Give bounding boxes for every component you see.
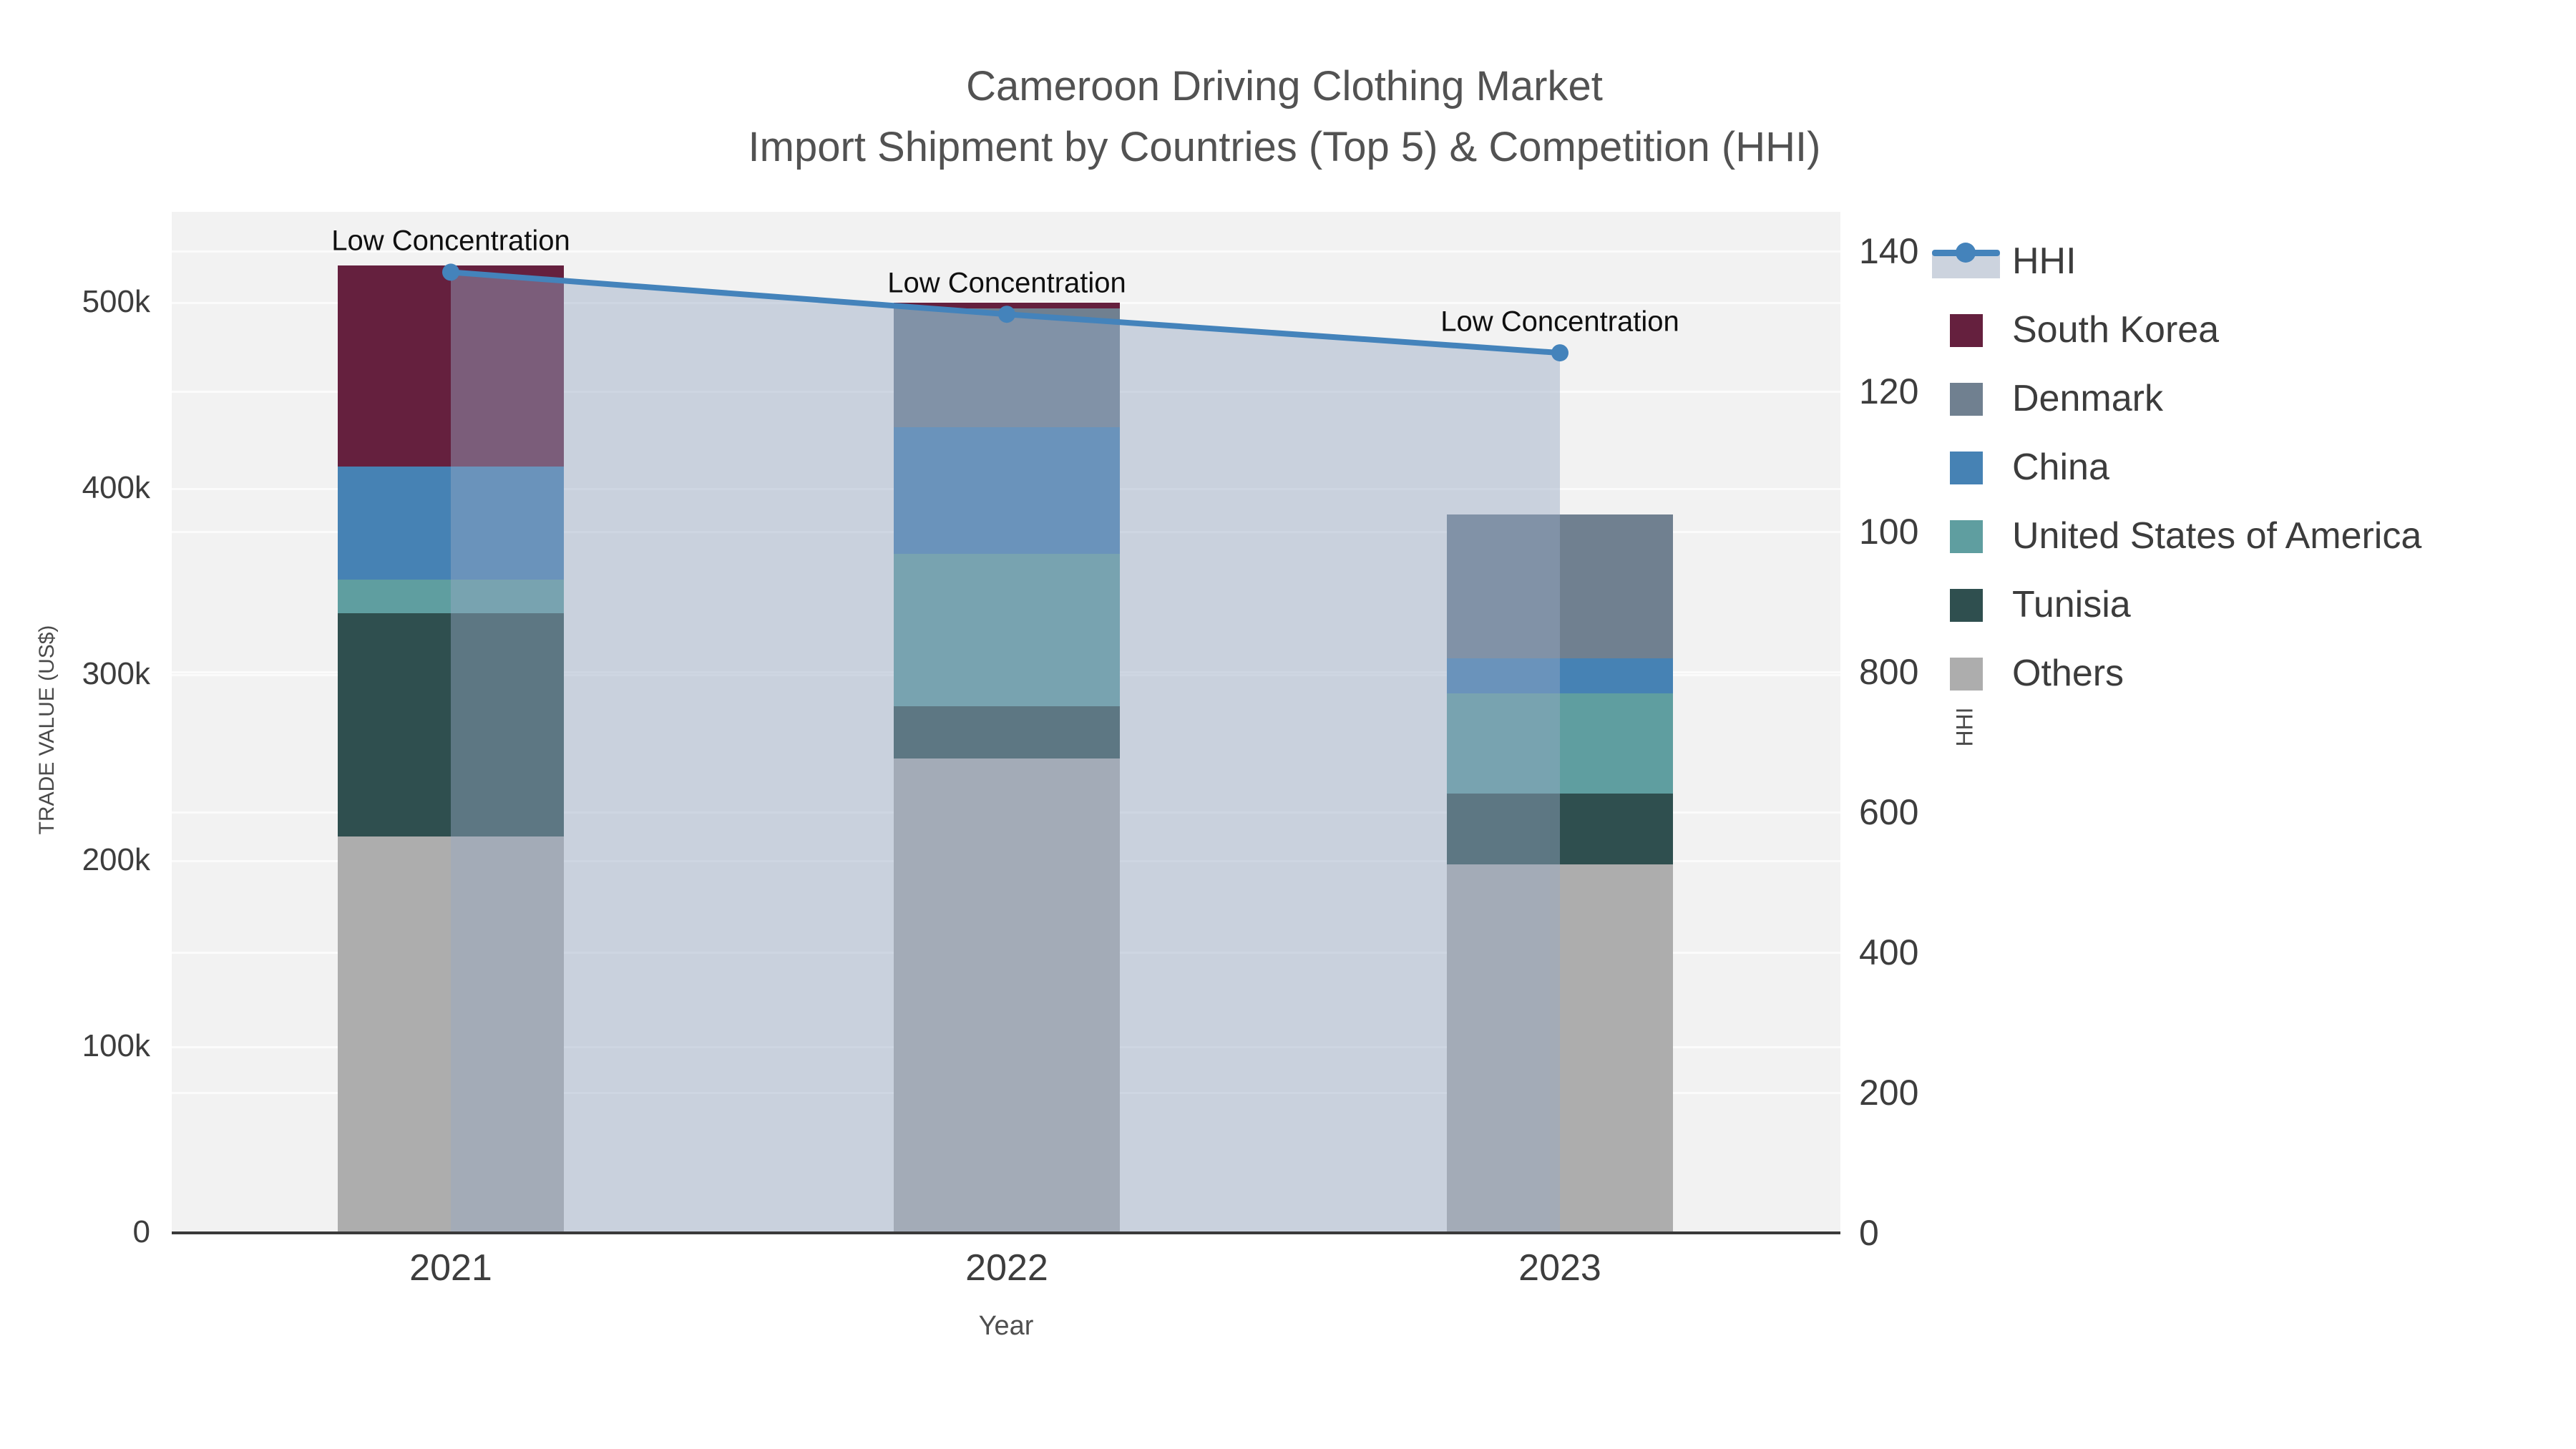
x-tick-2021: 2021	[409, 1247, 492, 1289]
y-right-tick-400: 400	[1859, 932, 1919, 972]
bar-segment-2021-united-states-of-america	[338, 580, 564, 614]
legend-swatch-denmark	[1950, 383, 1983, 416]
y-left-tick-300k: 300k	[82, 656, 150, 691]
bar-segment-2021-south-korea	[338, 265, 564, 467]
y-left-tick-500k: 500k	[82, 284, 150, 319]
legend-label: China	[2012, 447, 2109, 488]
y-right-tick-140: 140	[1859, 231, 1919, 271]
bar-segment-2022-others	[894, 758, 1120, 1233]
y-axis-title-left: TRADE VALUE (US$)	[35, 625, 59, 835]
chart-subtitle: Import Shipment by Countries (Top 5) & C…	[748, 124, 1821, 170]
legend-label: United States of America	[2012, 515, 2422, 557]
bar-segment-2023-tunisia	[1447, 794, 1673, 865]
annotation-2022: Low Concentration	[887, 267, 1126, 299]
bar-segment-2023-china	[1447, 658, 1673, 693]
chart-title: Cameroon Driving Clothing Market	[966, 63, 1603, 109]
bar-segment-2022-south-korea	[894, 303, 1120, 308]
x-tick-2023: 2023	[1518, 1247, 1601, 1289]
gridline	[172, 250, 1840, 253]
legend-label: Others	[2012, 653, 2124, 694]
bar-segment-2021-others	[338, 836, 564, 1233]
y-right-tick-120: 120	[1859, 371, 1919, 411]
x-axis-title: Year	[978, 1311, 1034, 1341]
annotation-2021: Low Concentration	[331, 225, 570, 257]
bar-segment-2022-united-states-of-america	[894, 554, 1120, 707]
legend-swatch-united-states-of-america	[1950, 520, 1983, 553]
bar-segment-2021-china	[338, 466, 564, 580]
y-right-tick-600: 600	[1859, 792, 1919, 832]
y-left-tick-100k: 100k	[82, 1028, 150, 1063]
bar-segment-2022-china	[894, 427, 1120, 554]
y-right-tick-200: 200	[1859, 1073, 1919, 1113]
legend-label: Tunisia	[2012, 584, 2131, 625]
legend-label: Denmark	[2012, 378, 2163, 419]
legend-swatch-china	[1950, 452, 1983, 484]
x-tick-2022: 2022	[965, 1247, 1048, 1289]
bar-segment-2021-tunisia	[338, 613, 564, 837]
legend-label: HHI	[2012, 240, 2077, 282]
hhi-legend-marker-icon	[1956, 243, 1976, 263]
y-right-tick-100: 100	[1859, 512, 1919, 552]
y-axis-title-right: HHI	[1951, 707, 1978, 747]
bar-segment-2023-others	[1447, 864, 1673, 1233]
y-left-tick-200k: 200k	[82, 842, 150, 877]
legend-swatch-others	[1950, 658, 1983, 691]
bar-segment-2022-tunisia	[894, 706, 1120, 758]
bar-segment-2023-denmark	[1447, 514, 1673, 658]
legend-swatch-tunisia	[1950, 589, 1983, 622]
y-left-tick-400k: 400k	[82, 470, 150, 505]
legend-label: South Korea	[2012, 309, 2220, 351]
bar-segment-2022-denmark	[894, 308, 1120, 428]
y-right-tick-0: 0	[1859, 1213, 1879, 1253]
bar-segment-2023-united-states-of-america	[1447, 693, 1673, 794]
legend-swatch-south-korea	[1950, 314, 1983, 347]
x-axis-line	[172, 1231, 1840, 1234]
y-left-tick-0: 0	[132, 1214, 150, 1249]
y-right-tick-800: 800	[1859, 652, 1919, 692]
annotation-2023: Low Concentration	[1440, 306, 1679, 338]
